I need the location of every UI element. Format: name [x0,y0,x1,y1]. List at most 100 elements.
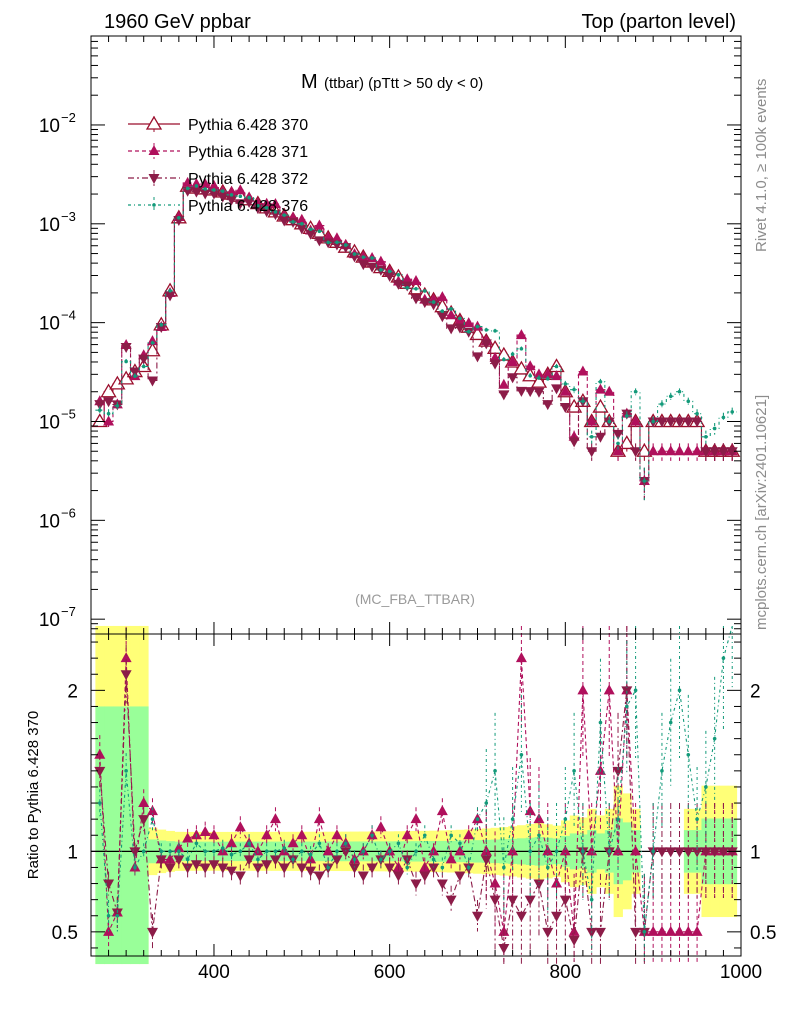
data-point [138,354,150,365]
ratio-point [273,849,278,854]
ratio-y-tick-label-left: 1 [67,842,78,863]
ratio-series-2 [94,625,738,965]
ratio-y-tick-label-right: 0.5 [750,923,776,944]
data-point [208,189,220,200]
ratio-y-tick-label-left: 0.5 [52,923,78,944]
ratio-point [554,849,559,854]
ratio-point [164,863,176,874]
data-point [551,384,563,395]
data-point [97,408,102,413]
ratio-point [630,927,642,938]
legend-marker [145,115,163,130]
ratio-point [331,855,343,866]
ratio-point [422,833,427,838]
ratio-point [220,846,225,850]
data-point [469,326,486,341]
ratio-point [238,849,243,854]
ratio-point [287,837,299,848]
side-text-bottom: mcplots.cern.ch [arXiv:2401.10621] [753,395,770,630]
data-point [366,262,378,273]
ratio-point [445,895,457,906]
ratio-point [498,943,510,954]
data-point [616,441,620,446]
data-point [414,286,418,291]
ratio-point [660,769,664,773]
legend-item-1: Pythia 6.428 371 [128,143,308,161]
x-tick-label: 400 [198,962,230,983]
ratio-point [493,769,497,773]
ratio-point [414,849,418,854]
ratio-series-3 [97,625,733,965]
ratio-point [454,871,466,882]
ratio-point [603,684,615,695]
ratio-point [317,841,322,846]
data-point [642,479,647,483]
data-point [592,398,609,413]
ratio-point [651,849,655,854]
data-point [305,229,317,240]
data-point [261,207,273,218]
data-point [296,213,308,224]
ratio-point [551,877,563,888]
data-point [194,184,199,188]
data-point [340,243,352,254]
data-point [480,339,492,350]
ratio-y-tick-label-left: 2 [67,681,78,702]
data-point [357,260,369,271]
chart-title-main: M [301,71,318,93]
ratio-point [682,847,694,858]
ratio-point [674,925,686,936]
data-point [445,309,457,320]
data-point [660,402,664,406]
data-point [586,415,598,426]
data-point [489,351,501,362]
data-point [636,442,653,457]
header-left: 1960 GeV ppbar [104,11,251,33]
side-text-top: Rivet 4.1.0, ≥ 100k events [753,79,770,252]
data-point [524,387,536,398]
ratio-point [129,847,141,858]
ratio-point [607,849,612,854]
y-tick-label-base: 10 [39,314,60,335]
ratio-point [173,855,185,866]
x-tick-label: 800 [549,962,581,983]
data-point [428,300,440,311]
data-point [489,359,501,370]
ratio-point [212,849,216,854]
data-point [515,386,527,397]
legend-item-0: Pythia 6.428 370 [128,115,308,134]
data-point [633,389,638,394]
data-point [208,179,220,190]
ratio-point [384,863,396,874]
data-point [234,199,246,210]
data-point [554,364,559,369]
data-point [155,323,167,334]
data-point [300,222,304,226]
data-point [524,360,536,371]
y-tick-label-base: 10 [39,412,60,433]
ratio-point [361,849,366,854]
y-tick-label-power: −2 [61,110,76,125]
data-point [133,374,137,378]
ratio-point [352,857,357,862]
data-point [730,410,735,414]
legend-label: Pythia 6.428 376 [188,198,308,215]
ratio-point [106,913,111,918]
band-1sigma [121,706,132,965]
data-point [229,193,234,197]
data-point [533,387,545,398]
data-point [387,269,392,274]
data-point [190,187,202,198]
ratio-point [396,841,401,846]
series-line [95,185,737,452]
data-point [308,227,313,231]
data-point [651,419,655,424]
ratio-point [182,863,194,874]
ratio-point [296,829,308,840]
data-point [677,389,682,394]
ratio-point [668,720,673,725]
ratio-point [190,829,202,840]
ratio-point [542,927,554,938]
ratio-point [340,847,352,858]
